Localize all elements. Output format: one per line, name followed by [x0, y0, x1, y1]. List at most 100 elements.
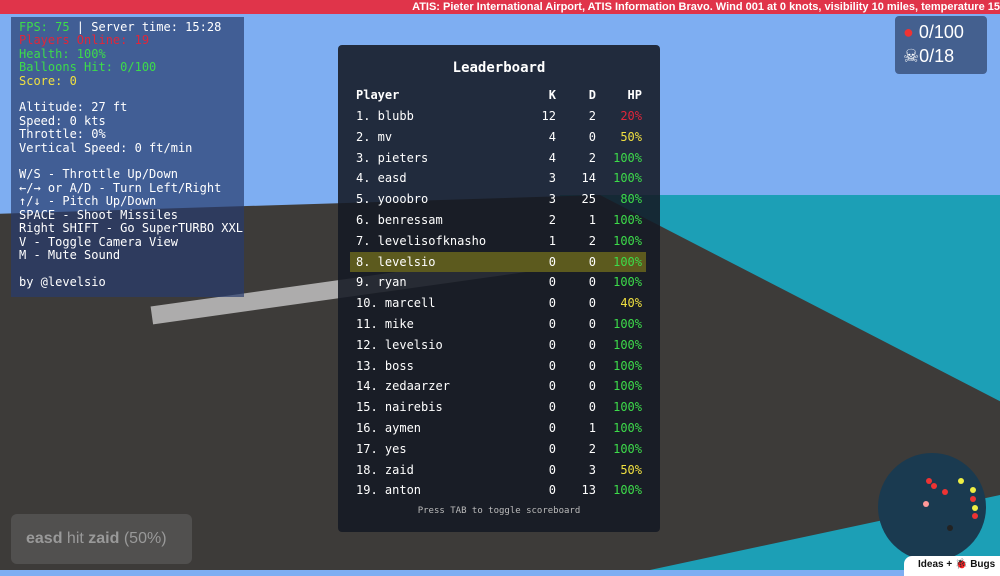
- leaderboard-row: 19. anton 0 13 100%: [350, 480, 646, 500]
- server-time: | Server time: 15:28: [69, 20, 222, 34]
- player-name: 5. yooobro: [356, 192, 429, 207]
- deaths: 0: [588, 296, 596, 311]
- deaths: 0: [588, 400, 596, 415]
- hp: 40%: [620, 296, 642, 311]
- speed: Speed: 0 kts: [19, 113, 106, 128]
- leaderboard-title: Leaderboard: [452, 60, 546, 76]
- radar-blip: [958, 478, 964, 484]
- deaths: 14: [581, 171, 596, 186]
- hp: 100%: [613, 213, 642, 227]
- hp: 100%: [613, 421, 642, 435]
- hp: 100%: [613, 254, 642, 269]
- player-name: 8. levelsio: [356, 254, 436, 269]
- altitude: Altitude: 27 ft: [19, 100, 128, 115]
- kills: 0: [548, 337, 556, 352]
- players-online: Players Online: 19: [19, 33, 150, 48]
- kills: 0: [548, 400, 556, 415]
- kills: 0: [548, 462, 556, 477]
- deaths: 0: [588, 129, 596, 144]
- radar-blip: [970, 487, 976, 493]
- ideas-bugs-button[interactable]: Ideas + 🐞 Bugs: [904, 556, 1000, 576]
- victim: zaid: [88, 530, 120, 547]
- score: Score: 0: [19, 73, 77, 88]
- hp: 100%: [613, 171, 642, 186]
- deaths: 0: [588, 358, 596, 373]
- kills: 0: [548, 296, 556, 311]
- leaderboard-row: 8. levelsio 0 0 100%: [350, 251, 646, 272]
- skull-icon: ☠: [903, 46, 920, 66]
- kills: 4: [548, 129, 556, 144]
- hp: 100%: [613, 150, 642, 165]
- hp: 100%: [613, 233, 642, 248]
- player-name: 10. marcell: [356, 296, 436, 311]
- deaths: 0: [588, 317, 596, 331]
- player-name: 7. levelisofknasho: [356, 233, 487, 248]
- deaths: 2: [588, 233, 596, 248]
- control-hint: W/S - Throttle Up/Down: [19, 167, 178, 182]
- deaths: 13: [581, 483, 596, 498]
- kills: 3: [548, 171, 556, 186]
- deaths: 2: [588, 109, 596, 123]
- hp: 100%: [613, 358, 642, 373]
- col-player: Player: [356, 88, 400, 102]
- kill-count: 0/18: [919, 46, 955, 66]
- col-deaths: D: [588, 88, 596, 102]
- leaderboard-row: 1. blubb 12 2 20%: [350, 106, 646, 126]
- kills: 3: [548, 192, 556, 207]
- deaths: 2: [588, 150, 596, 165]
- radar-blip: [923, 501, 929, 507]
- player-name: 17. yes: [356, 441, 407, 456]
- deaths: 1: [588, 421, 596, 435]
- deaths: 2: [588, 441, 596, 456]
- control-hint: ↑/↓ - Pitch Up/Down: [19, 194, 157, 209]
- deaths: 0: [588, 254, 596, 269]
- player-name: 14. zedaarzer: [356, 379, 450, 394]
- player-name: 19. anton: [356, 483, 422, 498]
- control-hint: ←/→ or A/D - Turn Left/Right: [19, 180, 222, 195]
- health: Health: 100%: [19, 46, 106, 61]
- fps: FPS: 75: [19, 20, 70, 34]
- kills: 1: [548, 233, 556, 248]
- player-name: 6. benressam: [356, 213, 443, 227]
- control-hint: M - Mute Sound: [19, 247, 121, 262]
- leaderboard-footer: Press TAB to toggle scoreboard: [417, 506, 581, 516]
- attacker: easd: [26, 530, 63, 547]
- hp: 50%: [620, 129, 642, 144]
- deaths: 0: [588, 337, 596, 352]
- leaderboard-row: 2. mv 4 0 50%: [350, 127, 646, 147]
- hp: 100%: [613, 337, 642, 352]
- hp: 20%: [620, 109, 642, 123]
- hp: 80%: [620, 192, 642, 207]
- kills: 4: [548, 150, 556, 165]
- leaderboard-row: 9. ryan 0 0 100%: [350, 272, 646, 292]
- kills: 0: [548, 275, 556, 290]
- leaderboard-row: 3. pieters 4 2 100%: [350, 148, 646, 168]
- leaderboard-row: 18. zaid 0 3 50%: [350, 460, 646, 480]
- deaths: 1: [588, 213, 596, 227]
- control-hint: V - Toggle Camera View: [19, 234, 178, 249]
- control-hint: SPACE - Shoot Missiles: [19, 207, 178, 222]
- throttle: Throttle: 0%: [19, 127, 106, 142]
- kills: 0: [548, 441, 556, 456]
- credit-link[interactable]: by @levelsio: [19, 274, 106, 289]
- player-name: 16. aymen: [356, 421, 422, 435]
- leaderboard-row: 14. zedaarzer 0 0 100%: [350, 376, 646, 396]
- leaderboard-row: 15. nairebis 0 0 100%: [350, 397, 646, 417]
- damage: (50%): [119, 530, 167, 547]
- balloon-count: 0/100: [918, 22, 964, 42]
- verb: hit: [62, 530, 89, 547]
- kills: 0: [548, 254, 556, 269]
- score-counter: ● 0/100 ☠0/18: [895, 16, 987, 74]
- deaths: 25: [581, 192, 596, 207]
- hp: 100%: [613, 379, 642, 394]
- player-name: 1. blubb: [356, 109, 414, 123]
- leaderboard-row: 17. yes 0 2 100%: [350, 439, 646, 459]
- kills: 0: [548, 358, 556, 373]
- control-hint: Right SHIFT - Go SuperTURBO XXL: [19, 221, 243, 236]
- balloons-hit: Balloons Hit: 0/100: [19, 60, 157, 75]
- radar-blip: [942, 489, 948, 495]
- player-name: 11. mike: [356, 317, 414, 331]
- player-name: 12. levelsio: [356, 337, 443, 352]
- kills: 0: [548, 421, 556, 435]
- radar-minimap: [878, 453, 986, 561]
